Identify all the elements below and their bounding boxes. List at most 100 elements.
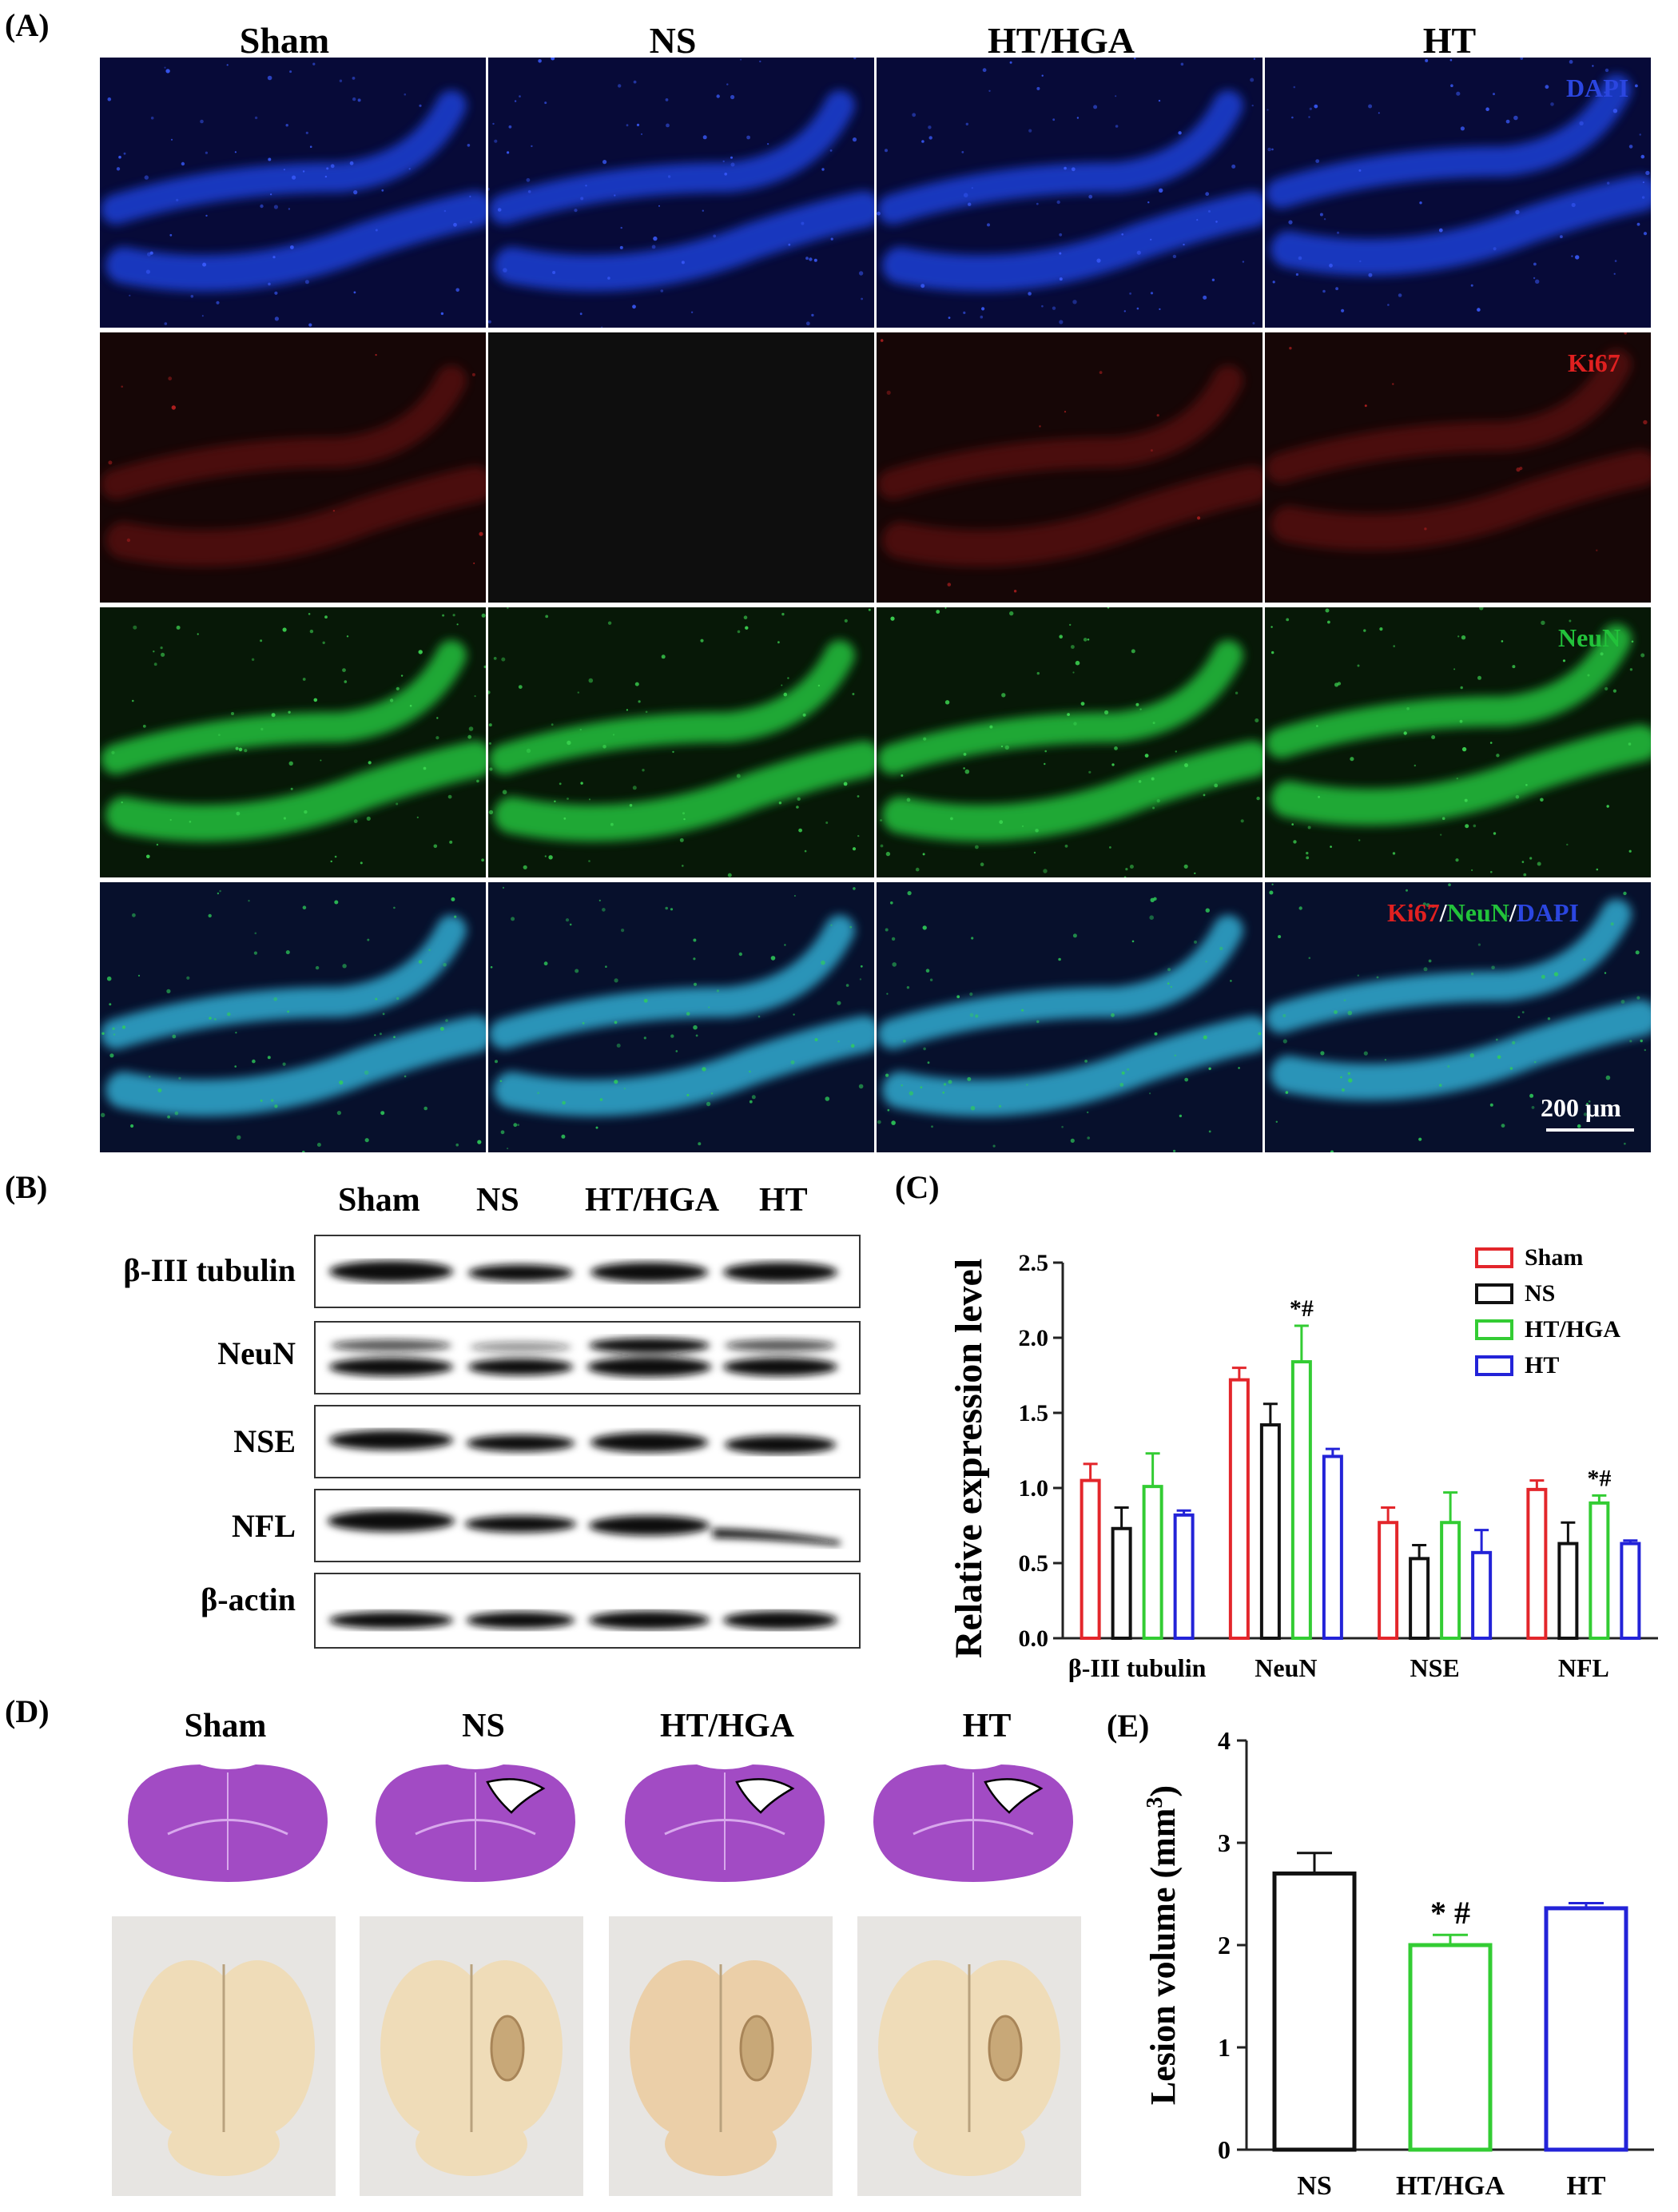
- ki67-stain-label: Ki67: [1568, 348, 1620, 377]
- dapi-image-sham: [100, 58, 486, 328]
- bar-hthga: [1440, 1521, 1461, 1640]
- bar-ht: [1471, 1550, 1493, 1640]
- ki67-image-ns: [488, 332, 874, 603]
- legend-label: Sham: [1525, 1244, 1583, 1271]
- bar-ns: [1259, 1423, 1281, 1640]
- merge-image-ns: [488, 882, 874, 1152]
- bar-hthga: [1408, 1943, 1493, 2152]
- blot-b3-tubulin: [314, 1235, 861, 1308]
- panel-d-column-ht: HT: [962, 1708, 1012, 1745]
- y-tick-label: 1.5: [1019, 1400, 1049, 1426]
- merge-ki67-text: Ki67: [1387, 898, 1440, 927]
- bar-sham: [1526, 1487, 1548, 1640]
- y-axis-title-superscript: 3: [1143, 1797, 1167, 1808]
- panel-d-column-ns: NS: [462, 1708, 505, 1745]
- neun-stain-label: NeuN: [1558, 623, 1621, 652]
- panel-b-label: (B): [5, 1169, 48, 1205]
- merge-image-hthga: [877, 882, 1262, 1152]
- bar-ns: [1557, 1542, 1579, 1640]
- y-axis-title-end: ): [1143, 1785, 1183, 1797]
- bar-ns: [1409, 1557, 1430, 1640]
- blot-nse: [314, 1405, 861, 1478]
- bar-ht: [1322, 1454, 1343, 1640]
- dapi-image-hthga: [877, 58, 1262, 328]
- x-category-label: HT/HGA: [1396, 2171, 1505, 2201]
- panel-d-column-hthga: HT/HGA: [659, 1708, 795, 1745]
- legend-swatch: [1475, 1319, 1513, 1340]
- lane-label-ns: NS: [476, 1182, 519, 1219]
- legend-swatch: [1475, 1283, 1513, 1304]
- y-tick-label: 2.5: [1019, 1250, 1049, 1276]
- whole-brain-photo-ht: [857, 1916, 1081, 2196]
- significance-annotation: *#: [1587, 1465, 1611, 1491]
- bar-sham: [1378, 1521, 1399, 1640]
- legend-label: HT: [1525, 1352, 1559, 1379]
- protein-label-b3-tubulin: β-III tubulin: [123, 1252, 296, 1288]
- neun-image-hthga: [877, 607, 1262, 877]
- scale-bar-label: 200 μm: [1541, 1093, 1621, 1122]
- bar-hthga: [1290, 1360, 1312, 1641]
- dapi-image-ht: [1265, 58, 1651, 328]
- bar-ht: [1620, 1542, 1641, 1640]
- significance-annotation: *#: [1290, 1295, 1314, 1322]
- panel-c-label: (C): [895, 1169, 940, 1205]
- he-stained-section-ht: [857, 1750, 1089, 1894]
- legend-label: HT/HGA: [1525, 1316, 1620, 1343]
- bar-sham: [1080, 1478, 1101, 1640]
- merge-separator: /: [1509, 898, 1517, 927]
- y-axis-title: Lesion volume (mm3): [1143, 1785, 1183, 2105]
- panel-a-column-ht: HT: [1422, 20, 1477, 61]
- y-tick-label: 0.0: [1019, 1625, 1049, 1652]
- lane-label-ht: HT: [759, 1182, 808, 1219]
- panel-a-column-hthga: HT/HGA: [987, 20, 1135, 61]
- whole-brain-photo-ns: [360, 1916, 583, 2196]
- merge-image-sham: [100, 882, 486, 1152]
- y-tick-label: 3: [1218, 1828, 1231, 1857]
- he-stained-section-sham: [112, 1750, 344, 1894]
- y-tick-label: 2.0: [1019, 1325, 1049, 1351]
- y-tick-label: 1: [1218, 2033, 1231, 2062]
- neun-image-ns: [488, 607, 874, 877]
- protein-label-neun: NeuN: [217, 1335, 296, 1371]
- dapi-image-ns: [488, 58, 874, 328]
- panel-d-column-sham: Sham: [184, 1708, 267, 1745]
- neun-image-ht: [1265, 607, 1651, 877]
- y-tick-label: 0: [1218, 2135, 1231, 2164]
- x-category-label: NFL: [1558, 1653, 1609, 1682]
- protein-label-b-actin: β-actin: [201, 1581, 296, 1617]
- ki67-image-ht: [1265, 332, 1651, 603]
- merge-dapi-text: DAPI: [1516, 898, 1579, 927]
- y-tick-label: 1.0: [1019, 1475, 1049, 1502]
- y-axis-title: Relative expression level: [948, 1259, 990, 1658]
- scale-bar: [1546, 1128, 1634, 1132]
- x-category-label: NSE: [1410, 1653, 1460, 1682]
- whole-brain-photo-hthga: [609, 1916, 833, 2196]
- merge-stain-label: Ki67/NeuN/DAPI: [1387, 898, 1579, 928]
- x-category-label: HT: [1566, 2171, 1605, 2201]
- bar-hthga: [1589, 1501, 1610, 1640]
- bar-ns: [1272, 1871, 1357, 2152]
- merge-separator: /: [1439, 898, 1447, 927]
- x-category-label: NS: [1297, 2171, 1331, 2201]
- ki67-image-hthga: [877, 332, 1262, 603]
- he-stained-section-ns: [360, 1750, 591, 1894]
- y-tick-label: 2: [1218, 1931, 1231, 1959]
- expression-bar-chart: 0.0 0.5 1.0 1.5 2.0 2.5 Relative expression le…: [948, 1244, 1658, 1682]
- whole-brain-photo-sham: [112, 1916, 336, 2196]
- protein-label-nfl: NFL: [232, 1508, 296, 1544]
- significance-annotation: * #: [1430, 1895, 1470, 1931]
- panel-e-label: (E): [1107, 1708, 1150, 1744]
- bar-ht: [1173, 1513, 1195, 1640]
- legend-label: NS: [1525, 1280, 1555, 1307]
- bar-ht: [1544, 1906, 1628, 2152]
- merge-neun-text: NeuN: [1446, 898, 1509, 927]
- merge-image-ht: [1265, 882, 1651, 1152]
- blot-neun: [314, 1321, 861, 1394]
- bar-ns: [1111, 1526, 1132, 1641]
- y-tick-label: 0.5: [1019, 1550, 1049, 1577]
- lane-label-sham: Sham: [338, 1182, 420, 1219]
- y-axis-title-text: Lesion volume (mm: [1143, 1808, 1183, 2106]
- x-category-label: β-III tubulin: [1068, 1653, 1207, 1682]
- blot-nfl: [314, 1489, 861, 1562]
